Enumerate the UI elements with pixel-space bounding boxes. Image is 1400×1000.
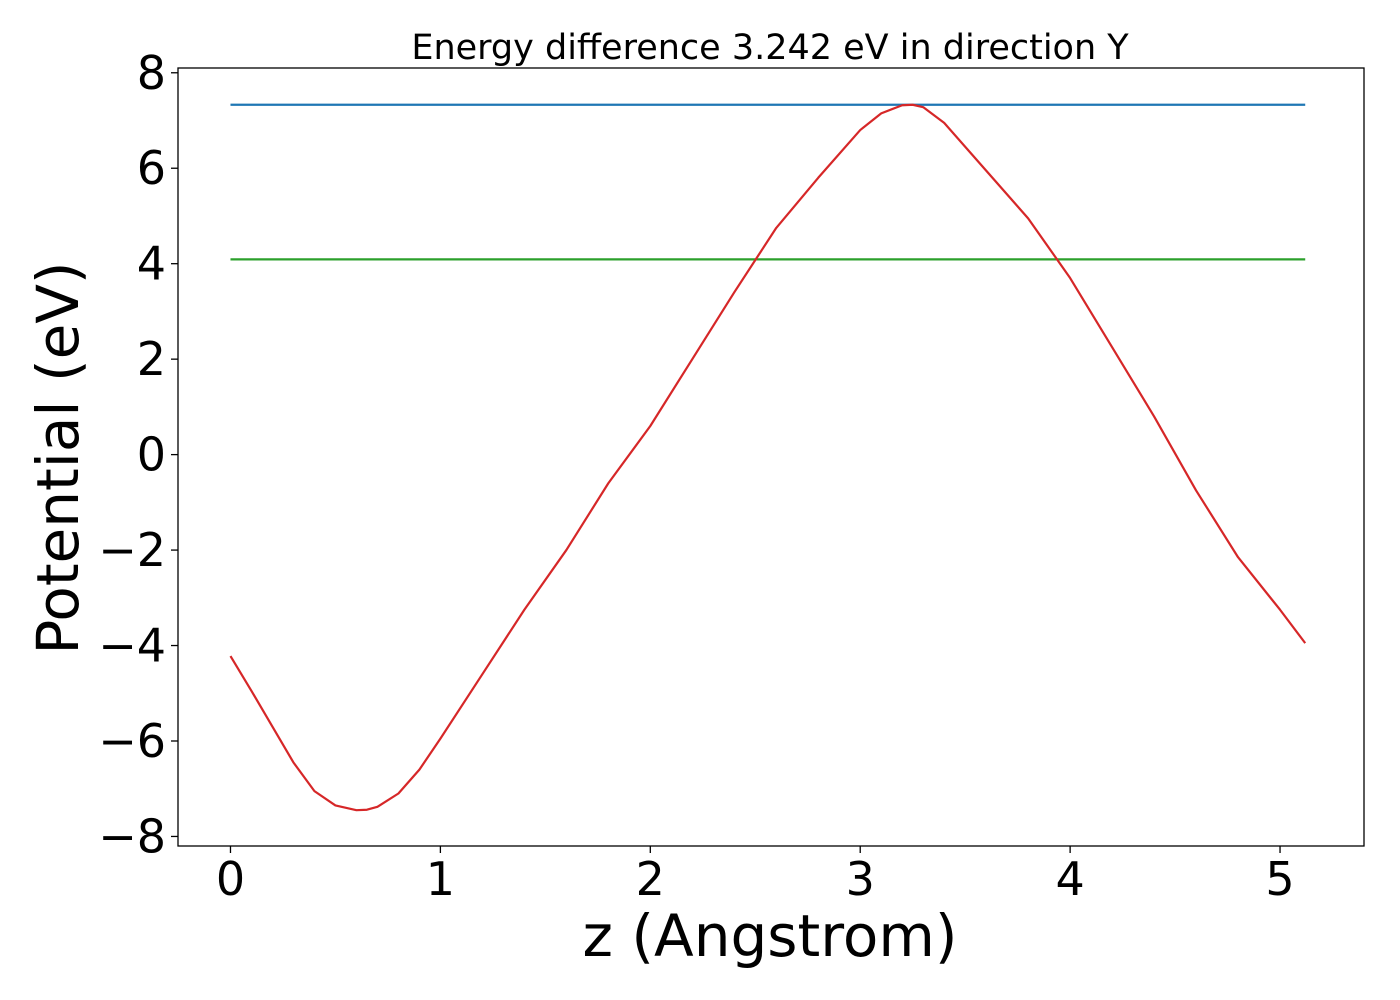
y-tick-label: 4	[137, 237, 166, 291]
x-tick-label: 3	[846, 852, 875, 906]
y-tick-label: 6	[137, 141, 166, 195]
x-tick-label: 0	[216, 852, 245, 906]
chart-title: Energy difference 3.242 eV in direction …	[411, 28, 1129, 68]
y-tick-label: −8	[98, 809, 166, 863]
x-axis: 0 1 2 3 4 5	[216, 846, 1295, 906]
series-layer	[229, 103, 1307, 812]
x-tick-label: 4	[1055, 852, 1084, 906]
x-tick-label: 5	[1265, 852, 1294, 906]
plot-area-frame	[177, 67, 1365, 847]
y-tick-label: −4	[98, 619, 166, 673]
y-axis-title: Potential (eV)	[24, 261, 92, 654]
y-tick-label: 2	[137, 332, 166, 386]
y-tick-label: −6	[98, 714, 166, 768]
y-axis: −8 −6 −4 −2 0 2 4 6 8	[98, 46, 178, 863]
x-tick-label: 1	[426, 852, 455, 906]
x-axis-title: z (Angstrom)	[583, 902, 958, 970]
y-tick-label: 0	[137, 428, 166, 482]
x-tick-label: 2	[636, 852, 665, 906]
y-tick-label: −2	[98, 523, 166, 577]
series-line-red	[229, 103, 1307, 812]
y-tick-label: 8	[137, 46, 166, 100]
